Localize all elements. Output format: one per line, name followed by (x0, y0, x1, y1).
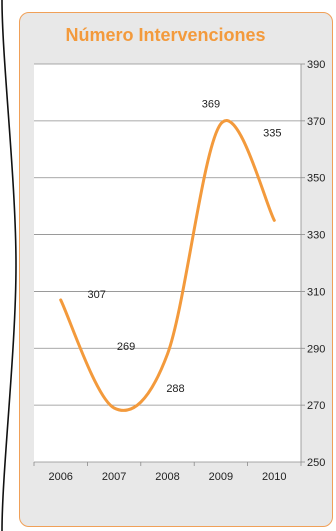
y-tick-label: 310 (307, 286, 325, 298)
y-tick-label: 290 (307, 343, 325, 355)
y-tick-label: 270 (307, 400, 325, 412)
x-tick-label: 2010 (262, 471, 286, 483)
chart-title: Número Intervenciones (65, 25, 266, 45)
data-label: 335 (263, 127, 281, 139)
data-label: 369 (202, 99, 220, 111)
y-tick-label: 330 (307, 230, 325, 242)
data-label: 288 (166, 383, 184, 395)
y-tick-label: 390 (307, 59, 325, 71)
y-tick-label: 350 (307, 173, 325, 185)
x-tick-label: 2006 (48, 471, 72, 483)
data-label: 307 (88, 289, 106, 301)
plot-area (34, 64, 301, 462)
data-label: 269 (117, 341, 135, 353)
y-tick-label: 370 (307, 116, 325, 128)
x-tick-label: 2008 (155, 471, 179, 483)
left-bracket-decoration (1, 0, 17, 531)
x-tick-label: 2007 (102, 471, 126, 483)
y-tick-label: 250 (307, 457, 325, 469)
series-line (59, 119, 276, 412)
x-tick-label: 2009 (209, 471, 233, 483)
